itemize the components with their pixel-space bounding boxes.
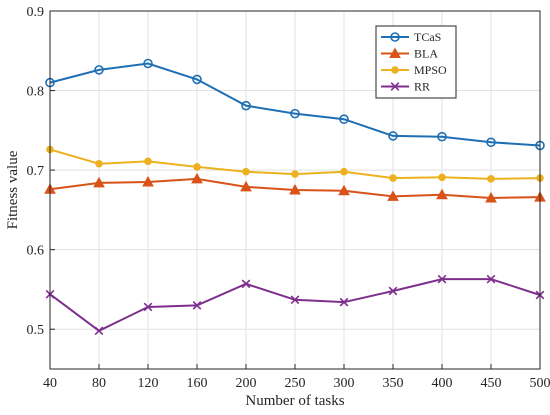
x-tick-label: 500 xyxy=(530,376,550,391)
x-tick-label: 400 xyxy=(432,376,453,391)
x-tick-label: 250 xyxy=(285,376,306,391)
y-tick-label: 0.6 xyxy=(27,244,45,259)
x-axis-title: Number of tasks xyxy=(245,393,344,409)
y-tick-label: 0.9 xyxy=(27,5,45,20)
legend-label: MPSO xyxy=(414,63,447,77)
y-tick-label: 0.5 xyxy=(27,323,45,338)
y-axis-title: Fitness value xyxy=(5,150,21,229)
axis-ticks: 40 80 120 160 200 250 300 350 400 450 500 0.5 0.6 0.7… xyxy=(27,5,550,391)
x-tick-label: 40 xyxy=(43,376,57,391)
data-point-dot xyxy=(341,168,348,175)
legend-label: RR xyxy=(414,80,430,94)
legend: TCaS BLA MPSO RR xyxy=(376,26,456,98)
data-point-dot xyxy=(96,160,103,167)
data-point-dot xyxy=(243,168,250,175)
data-point-dot xyxy=(292,171,299,178)
data-point-dot xyxy=(488,176,495,183)
x-tick-label: 450 xyxy=(481,376,502,391)
data-point-dot xyxy=(392,67,399,74)
x-tick-label: 80 xyxy=(92,376,106,391)
x-tick-label: 200 xyxy=(236,376,257,391)
y-tick-label: 0.7 xyxy=(27,164,45,179)
legend-label: TCaS xyxy=(414,30,441,44)
x-tick-label: 350 xyxy=(383,376,404,391)
x-tick-label: 300 xyxy=(334,376,355,391)
data-point-dot xyxy=(194,164,201,171)
data-point-dot xyxy=(439,174,446,181)
y-tick-label: 0.8 xyxy=(27,85,45,100)
x-tick-label: 120 xyxy=(138,376,159,391)
legend-label: BLA xyxy=(414,47,438,61)
x-tick-label: 160 xyxy=(187,376,208,391)
data-point-dot xyxy=(145,158,152,165)
data-point-dot xyxy=(390,175,397,182)
